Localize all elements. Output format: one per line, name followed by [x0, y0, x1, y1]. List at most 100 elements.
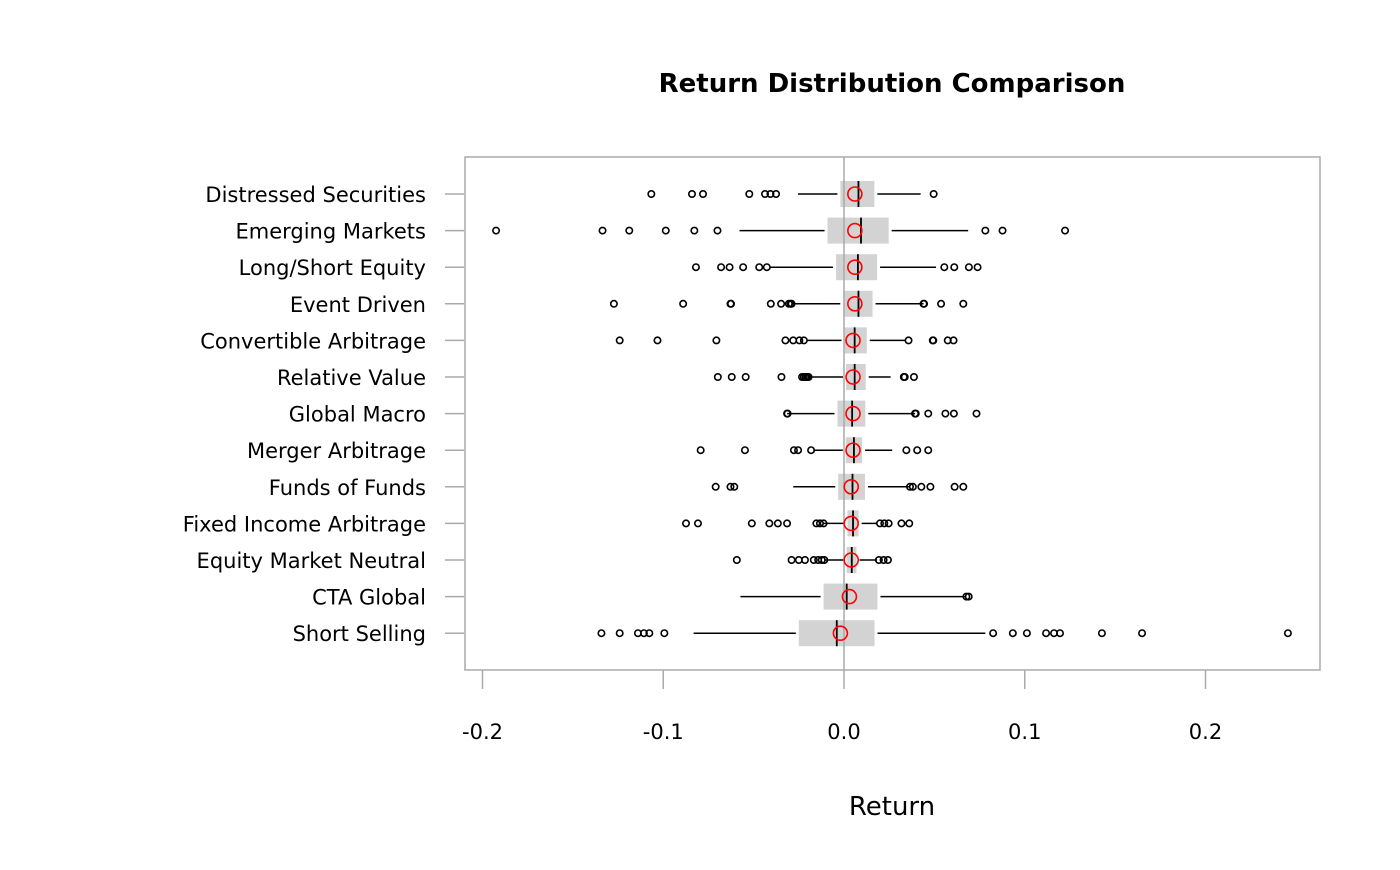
outlier-point: [766, 299, 775, 308]
iqr-box: [845, 364, 866, 390]
mean-marker: [843, 515, 860, 532]
outlier-point: [713, 372, 722, 381]
mean-marker: [845, 369, 861, 385]
outlier-point: [773, 519, 782, 528]
outlier-point: [772, 190, 781, 199]
x-tick-label: 0.0: [827, 720, 860, 744]
outlier-point: [815, 519, 824, 528]
outlier-point: [804, 372, 813, 381]
outlier-point: [787, 299, 796, 308]
outlier-point: [625, 226, 634, 235]
y-tick-label: Merger Arbitrage: [247, 439, 426, 463]
iqr-box: [823, 583, 878, 610]
outlier-point: [661, 226, 670, 235]
x-tick-label: -0.1: [643, 720, 684, 744]
outlier-point: [905, 482, 914, 491]
outlier-point: [740, 446, 749, 455]
outlier-point: [913, 446, 922, 455]
outlier-point: [812, 519, 821, 528]
outlier-point: [794, 446, 803, 455]
outlier-point: [712, 336, 721, 345]
outlier-point: [726, 482, 735, 491]
outlier-point: [819, 519, 828, 528]
outlier-point: [741, 372, 750, 381]
outlier-point: [937, 299, 946, 308]
y-tick-label: Emerging Markets: [235, 220, 426, 244]
outlier-point: [727, 372, 736, 381]
outlier-point: [1061, 226, 1070, 235]
outlier-point: [964, 592, 973, 601]
outlier-point: [727, 299, 736, 308]
outlier-point: [900, 372, 909, 381]
outlier-point: [765, 519, 774, 528]
outlier-point: [745, 190, 754, 199]
x-tick-label: -0.2: [462, 720, 503, 744]
outlier-point: [777, 372, 786, 381]
y-tick-label: Funds of Funds: [269, 476, 426, 500]
outlier-point: [941, 409, 950, 418]
plot-frame: [464, 156, 1321, 671]
x-tick-label: 0.1: [1008, 720, 1041, 744]
outlier-point: [807, 446, 816, 455]
y-tick-label: Long/Short Equity: [239, 256, 426, 280]
outlier-point: [911, 409, 920, 418]
outlier-point: [924, 409, 933, 418]
outlier-point: [739, 263, 748, 272]
iqr-box: [827, 217, 889, 244]
outlier-point: [691, 263, 700, 272]
mean-marker: [845, 405, 861, 422]
y-tick-label: Global Macro: [289, 403, 426, 427]
outlier-point: [732, 555, 741, 564]
mean-marker: [843, 552, 860, 568]
outlier-point: [880, 519, 889, 528]
outlier-point: [950, 263, 959, 272]
outlier-point: [761, 190, 770, 199]
mean-marker: [847, 186, 863, 202]
outlier-point: [1022, 629, 1031, 638]
outlier-point: [598, 226, 607, 235]
outlier-point: [690, 226, 699, 235]
outlier-point: [717, 263, 726, 272]
outlier-point: [884, 519, 893, 528]
outlier-point: [687, 190, 696, 199]
outlier-point: [777, 299, 786, 308]
outlier-point: [874, 555, 883, 564]
outlier-point: [1042, 629, 1051, 638]
outlier-point: [730, 482, 739, 491]
outlier-point: [1055, 629, 1064, 638]
outlier-point: [647, 190, 656, 199]
outlier-point: [959, 299, 968, 308]
outlier-point: [897, 519, 906, 528]
outlier-point: [875, 519, 884, 528]
outlier-point: [949, 409, 958, 418]
outlier-point: [998, 226, 1007, 235]
outlier-point: [820, 555, 829, 564]
y-tick-label: Relative Value: [277, 366, 426, 390]
outlier-point: [929, 190, 938, 199]
mean-marker: [847, 295, 863, 312]
outlier-point: [645, 629, 654, 638]
mean-marker: [841, 588, 858, 605]
outlier-point: [725, 263, 734, 272]
outlier-point: [973, 263, 982, 272]
y-axis: Distressed Securities Emerging Markets Lon…: [183, 183, 464, 646]
outlier-point: [972, 409, 981, 418]
outlier-point: [964, 263, 973, 272]
outlier-point: [783, 519, 792, 528]
outlier-point: [1283, 629, 1292, 638]
plot-marks: [492, 157, 1292, 670]
outlier-point: [917, 482, 926, 491]
outlier-point: [783, 409, 792, 418]
outlier-point: [693, 519, 702, 528]
outlier-point: [639, 629, 648, 638]
outlier-point: [1138, 629, 1147, 638]
outlier-point: [904, 336, 913, 345]
iqr-box: [836, 254, 878, 281]
iqr-box: [840, 181, 875, 207]
outlier-point: [713, 226, 722, 235]
outlier-point: [920, 299, 929, 308]
outlier-point: [682, 519, 691, 528]
outlier-point: [1008, 629, 1017, 638]
outlier-point: [905, 519, 914, 528]
outlier-point: [653, 336, 662, 345]
